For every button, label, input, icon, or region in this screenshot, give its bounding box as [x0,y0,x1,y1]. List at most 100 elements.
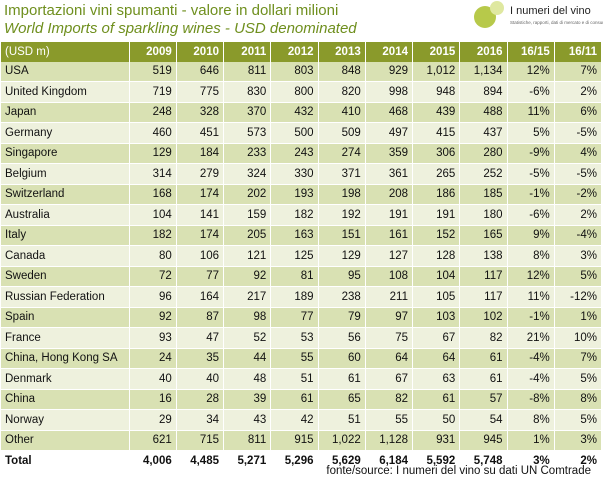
value-cell: 82 [365,389,414,410]
value-cell: 141 [176,204,225,226]
value-cell: -5% [554,163,603,185]
value-cell: -1% [507,184,555,205]
table-row: Singapore 129 184 233 243 274 359 306 280 -9% 4% [1,143,603,164]
value-cell: 208 [365,184,414,205]
value-cell: 217 [223,286,272,308]
table-row: Italy 182 174 205 163 151 161 152 165 9% -4% [1,225,603,246]
value-cell: 64 [412,348,461,369]
country-cell: Sweden [1,266,130,287]
value-cell: 56 [318,327,366,349]
value-cell: 3% [554,430,603,451]
value-cell: 106 [176,245,225,267]
value-cell: 40 [129,368,177,390]
country-cell: Australia [1,204,130,226]
country-cell: Other [1,430,130,451]
value-cell: 248 [129,102,177,123]
total-value-cell: 5,271 [223,450,272,471]
value-cell: 439 [412,102,461,123]
value-cell: 61 [318,368,366,390]
value-cell: 509 [318,122,366,144]
value-cell: 44 [223,348,272,369]
column-header: 2015 [412,42,461,62]
table-row: France 93 47 52 53 56 75 67 82 21% 10% [1,327,603,349]
value-cell: 370 [223,102,272,123]
value-cell: -4% [554,225,603,246]
total-value-cell: 5,592 [412,450,461,471]
table-row: Canada 80 106 121 125 129 127 128 138 8% 3% [1,245,603,267]
value-cell: -12% [554,286,603,308]
value-cell: 53 [270,327,319,349]
table-row: Germany 460 451 573 500 509 497 415 437 5% -5% [1,122,603,144]
value-cell: 151 [318,225,366,246]
country-cell: Italy [1,225,130,246]
page-title: Importazioni vini spumanti - valore in d… [4,2,339,19]
value-cell: 193 [270,184,319,205]
table-row: Australia 104 141 159 182 192 191 191 180 -6% 2% [1,204,603,226]
value-cell: 894 [459,81,508,103]
value-cell: 519 [129,61,177,82]
value-cell: 129 [318,245,366,267]
value-cell: 55 [365,409,414,431]
value-cell: 16 [129,389,177,410]
value-cell: 497 [365,122,414,144]
value-cell: 108 [365,266,414,287]
column-header: 16/11 [554,42,603,62]
source-note: fonte/source: I numeri del vino su dati … [326,465,591,477]
value-cell: 8% [507,409,555,431]
value-cell: 186 [412,184,461,205]
value-cell: 1% [507,430,555,451]
total-value-cell: 5,748 [459,450,508,471]
table-row: Other 621 715 811 915 1,022 1,128 931 945 1% 3% [1,430,603,451]
value-cell: 948 [412,81,461,103]
value-cell: 11% [507,102,555,123]
value-cell: 93 [129,327,177,349]
value-cell: 174 [176,184,225,205]
value-cell: 432 [270,102,319,123]
logo: I numeri del vino Statistiche, rapporti,… [472,0,603,40]
country-cell: Canada [1,245,130,267]
value-cell: 451 [176,122,225,144]
value-cell: 192 [318,204,366,226]
value-cell: 121 [223,245,272,267]
value-cell: 243 [270,143,319,164]
value-cell: 803 [270,61,319,82]
value-cell: 97 [365,307,414,328]
value-cell: 359 [365,143,414,164]
value-cell: 830 [223,81,272,103]
value-cell: 3% [554,245,603,267]
country-cell: United Kingdom [1,81,130,103]
value-cell: 96 [129,286,177,308]
value-cell: 415 [412,122,461,144]
value-cell: 61 [270,389,319,410]
value-cell: 105 [412,286,461,308]
value-cell: -4% [507,368,555,390]
country-cell: Belgium [1,163,130,185]
page-subtitle: World Imports of sparkling wines - USD d… [4,20,357,37]
column-header: 2011 [223,42,272,62]
value-cell: 61 [412,389,461,410]
logo-tagline: Statistiche, rapporti, dati di mercato e… [510,20,603,25]
value-cell: 7% [554,348,603,369]
country-cell: Switzerland [1,184,130,205]
value-cell: 79 [318,307,366,328]
value-cell: 279 [176,163,225,185]
value-cell: 80 [129,245,177,267]
value-cell: 28 [176,389,225,410]
value-cell: 410 [318,102,366,123]
country-cell: Japan [1,102,130,123]
imports-table: (USD m) 2009 2010 2011 2012 2013 2014 2015 2016 1… [1,42,603,471]
value-cell: 168 [129,184,177,205]
column-header: 2016 [459,42,508,62]
value-cell: 35 [176,348,225,369]
column-header: 2013 [318,42,366,62]
value-cell: 127 [365,245,414,267]
value-cell: 161 [365,225,414,246]
value-cell: 152 [412,225,461,246]
value-cell: -8% [507,389,555,410]
value-cell: 138 [459,245,508,267]
total-value-cell: 4,006 [129,450,177,471]
value-cell: 43 [223,409,272,431]
value-cell: 314 [129,163,177,185]
value-cell: 34 [176,409,225,431]
value-cell: 52 [223,327,272,349]
